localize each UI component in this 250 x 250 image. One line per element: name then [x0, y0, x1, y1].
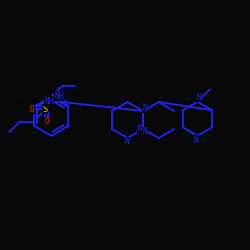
Text: N: N [124, 137, 130, 146]
Text: N: N [143, 104, 148, 113]
Text: N: N [194, 136, 198, 145]
Text: O: O [30, 104, 34, 114]
Text: N: N [196, 93, 201, 102]
Text: N: N [137, 124, 142, 133]
Text: NH: NH [54, 92, 63, 100]
Text: O: O [44, 117, 49, 126]
Text: NH: NH [44, 96, 54, 106]
Text: N: N [143, 127, 148, 136]
Text: S: S [42, 104, 48, 114]
